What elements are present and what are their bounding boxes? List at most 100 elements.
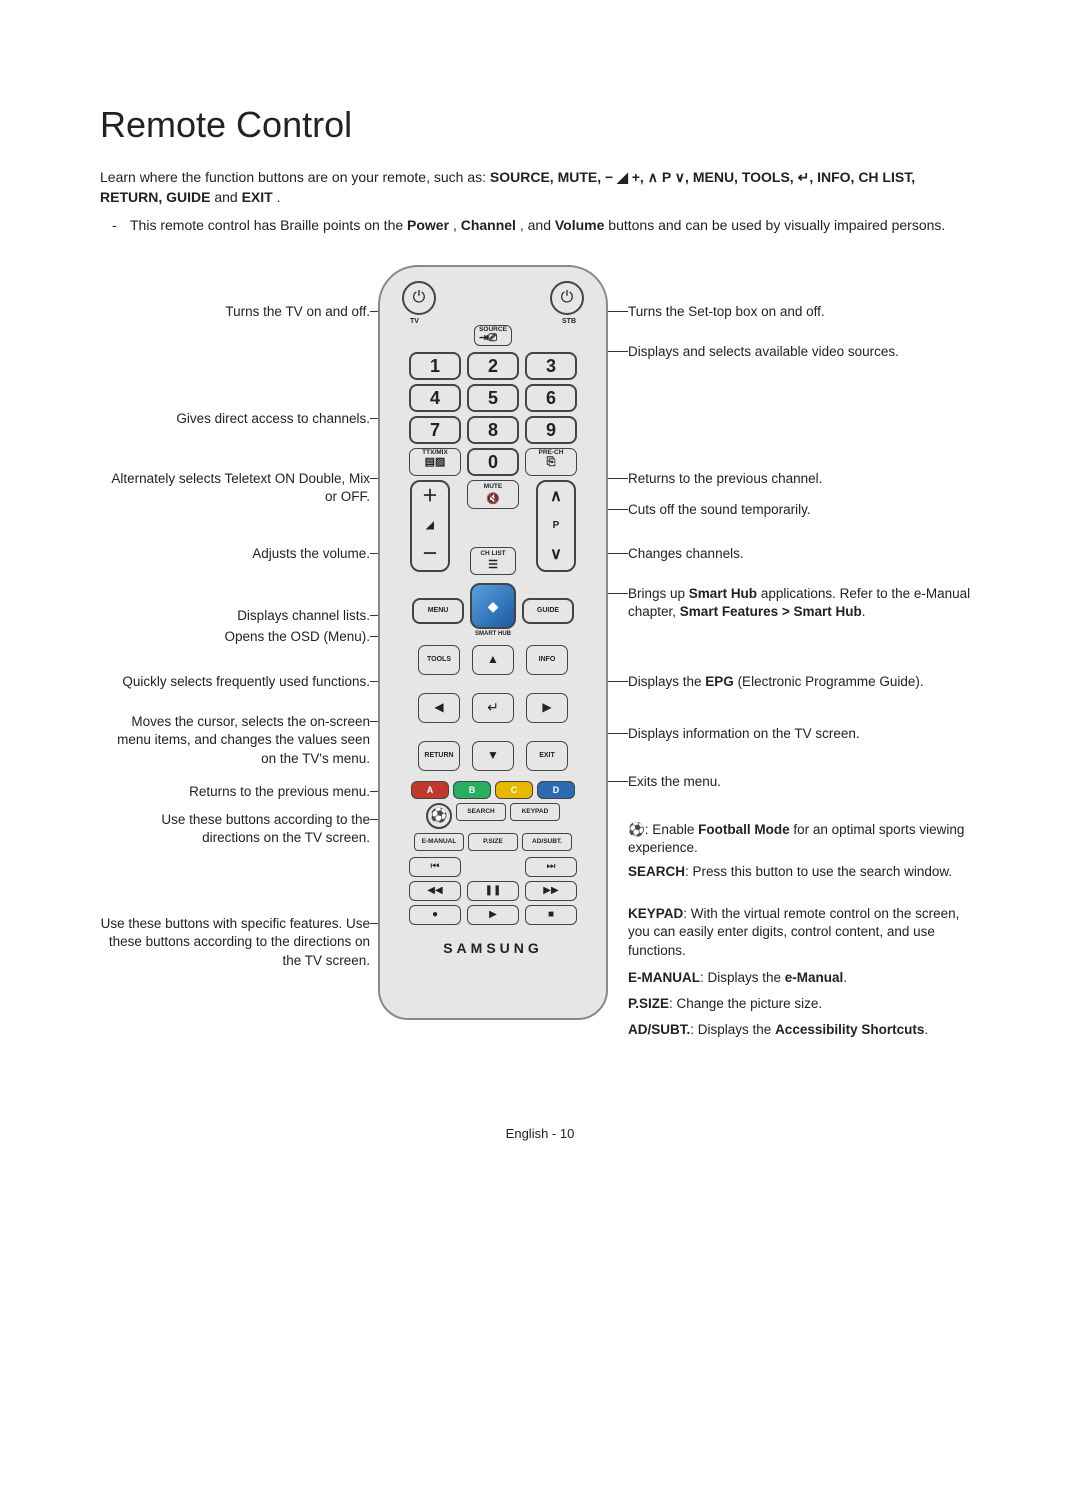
stb-label: STB bbox=[562, 317, 576, 327]
t: P.SIZE bbox=[628, 996, 669, 1011]
volume-rocker[interactable]: ＋ ◢ － bbox=[410, 480, 450, 572]
return-button[interactable]: RETURN bbox=[418, 741, 460, 771]
source-button[interactable]: SOURCE ⇥⎚ bbox=[474, 325, 512, 347]
dpad-up[interactable]: ▲ bbox=[472, 645, 514, 675]
key-0[interactable]: 0 bbox=[467, 448, 519, 476]
tv-label: TV bbox=[410, 317, 419, 327]
color-d-button[interactable]: D bbox=[537, 781, 575, 799]
vol-down-icon: － bbox=[422, 544, 438, 566]
color-a-button[interactable]: A bbox=[411, 781, 449, 799]
tools-button[interactable]: TOOLS bbox=[418, 645, 460, 675]
number-keypad: 1 2 3 4 5 6 7 8 9 TTX/MIX ▤▨ bbox=[390, 352, 596, 476]
ch-up-icon: ∧ bbox=[550, 486, 562, 508]
p-label: P bbox=[553, 519, 560, 533]
callout-prech: Returns to the previous channel. bbox=[628, 470, 978, 488]
callout-emanual: E-MANUAL: Displays the e-Manual. bbox=[628, 969, 978, 987]
mute-label: MUTE bbox=[468, 482, 518, 491]
key-8[interactable]: 8 bbox=[467, 416, 519, 444]
t: Football Mode bbox=[698, 822, 790, 837]
callout-keypad: KEYPAD: With the virtual remote control … bbox=[628, 905, 978, 960]
t: E-MANUAL bbox=[628, 970, 700, 985]
t: . bbox=[843, 970, 847, 985]
exit-button[interactable]: EXIT bbox=[526, 741, 568, 771]
key-5[interactable]: 5 bbox=[467, 384, 519, 412]
vol-up-icon: ＋ bbox=[422, 486, 438, 508]
callout-football: ⚽: Enable Football Mode for an optimal s… bbox=[628, 821, 978, 857]
power-tv-button[interactable]: ⏻ bbox=[402, 281, 436, 315]
prev-track-button[interactable]: ⏮ bbox=[409, 857, 461, 877]
play-button[interactable]: ▶ bbox=[467, 905, 519, 925]
callout-volume: Adjusts the volume. bbox=[100, 545, 370, 563]
intro-and: and bbox=[214, 189, 241, 205]
t: Displays the bbox=[628, 674, 705, 689]
psize-button[interactable]: P.SIZE bbox=[468, 833, 518, 851]
guide-button[interactable]: GUIDE bbox=[522, 598, 574, 624]
t: Accessibility Shortcuts bbox=[775, 1022, 924, 1037]
intro-paragraph: Learn where the function buttons are on … bbox=[100, 168, 980, 207]
intro-last: EXIT bbox=[242, 189, 273, 205]
color-c-button[interactable]: C bbox=[495, 781, 533, 799]
bullet-bold: Channel bbox=[461, 217, 516, 233]
football-button[interactable]: ⚽ bbox=[426, 803, 452, 829]
color-b-button[interactable]: B bbox=[453, 781, 491, 799]
key-4[interactable]: 4 bbox=[409, 384, 461, 412]
callout-return: Returns to the previous menu. bbox=[100, 783, 370, 801]
callout-color-buttons: Use these buttons according to the direc… bbox=[100, 811, 370, 847]
smart-hub-button[interactable]: ◆ bbox=[470, 583, 516, 629]
callout-channels: Gives direct access to channels. bbox=[100, 410, 370, 428]
vol-icon: ◢ bbox=[426, 519, 434, 533]
dpad-enter[interactable]: ↵ bbox=[472, 693, 514, 723]
rewind-button[interactable]: ◀◀ bbox=[409, 881, 461, 901]
smarthub-label: SMART HUB bbox=[475, 630, 511, 638]
emanual-button[interactable]: E-MANUAL bbox=[414, 833, 464, 851]
record-button[interactable]: ● bbox=[409, 905, 461, 925]
callout-tools: Quickly selects frequently used function… bbox=[100, 673, 370, 691]
callout-source: Displays and selects available video sou… bbox=[628, 343, 978, 361]
pause-button[interactable]: ❚❚ bbox=[467, 881, 519, 901]
t: . bbox=[924, 1022, 928, 1037]
key-9[interactable]: 9 bbox=[525, 416, 577, 444]
t: . bbox=[862, 604, 866, 619]
info-button[interactable]: INFO bbox=[526, 645, 568, 675]
t: KEYPAD bbox=[628, 906, 683, 921]
search-button[interactable]: SEARCH bbox=[456, 803, 506, 821]
dpad-right[interactable]: ▶ bbox=[526, 693, 568, 723]
ttx-mix-button[interactable]: TTX/MIX ▤▨ bbox=[409, 448, 461, 476]
dpad: TOOLS ▲ INFO ◀ ↵ ▶ RETURN ▼ EXIT bbox=[418, 645, 568, 773]
ch-list-button[interactable]: CH LIST ☰ bbox=[470, 547, 516, 575]
intro-period: . bbox=[277, 189, 281, 205]
key-6[interactable]: 6 bbox=[525, 384, 577, 412]
pre-ch-button[interactable]: PRE-CH ⎘ bbox=[525, 448, 577, 476]
stop-button[interactable]: ■ bbox=[525, 905, 577, 925]
t: : Displays the bbox=[700, 970, 785, 985]
dpad-left[interactable]: ◀ bbox=[418, 693, 460, 723]
callout-ttx: Alternately selects Teletext ON Double, … bbox=[100, 470, 370, 506]
mute-button[interactable]: MUTE 🔇 bbox=[467, 480, 519, 508]
dpad-down[interactable]: ▼ bbox=[472, 741, 514, 771]
adsubt-button[interactable]: AD/SUBT. bbox=[522, 833, 572, 851]
keypad-button[interactable]: KEYPAD bbox=[510, 803, 560, 821]
callout-chlist: Displays channel lists. bbox=[100, 607, 370, 625]
diagram-area: Turns the TV on and off. Gives direct ac… bbox=[100, 265, 980, 1085]
power-stb-button[interactable]: ⏻ bbox=[550, 281, 584, 315]
t: Smart Features > Smart Hub bbox=[680, 604, 862, 619]
key-3[interactable]: 3 bbox=[525, 352, 577, 380]
chlist-label: CH LIST bbox=[471, 549, 515, 558]
menu-button[interactable]: MENU bbox=[412, 598, 464, 624]
smarthub-icon: ◆ bbox=[488, 597, 499, 617]
callout-transport: Use these buttons with specific features… bbox=[100, 915, 370, 970]
key-2[interactable]: 2 bbox=[467, 352, 519, 380]
bullet-part: buttons and can be used by visually impa… bbox=[608, 217, 945, 233]
key-7[interactable]: 7 bbox=[409, 416, 461, 444]
callout-search: SEARCH: Press this button to use the sea… bbox=[628, 863, 978, 881]
next-track-button[interactable]: ⏭ bbox=[525, 857, 577, 877]
page-footer: English - 10 bbox=[100, 1125, 980, 1143]
fast-forward-button[interactable]: ▶▶ bbox=[525, 881, 577, 901]
channel-rocker[interactable]: ∧ P ∨ bbox=[536, 480, 576, 572]
key-1[interactable]: 1 bbox=[409, 352, 461, 380]
callout-psize: P.SIZE: Change the picture size. bbox=[628, 995, 978, 1013]
t: AD/SUBT. bbox=[628, 1022, 690, 1037]
callout-stb: Turns the Set-top box on and off. bbox=[628, 303, 978, 321]
t: e-Manual bbox=[785, 970, 844, 985]
callout-info: Displays information on the TV screen. bbox=[628, 725, 978, 743]
